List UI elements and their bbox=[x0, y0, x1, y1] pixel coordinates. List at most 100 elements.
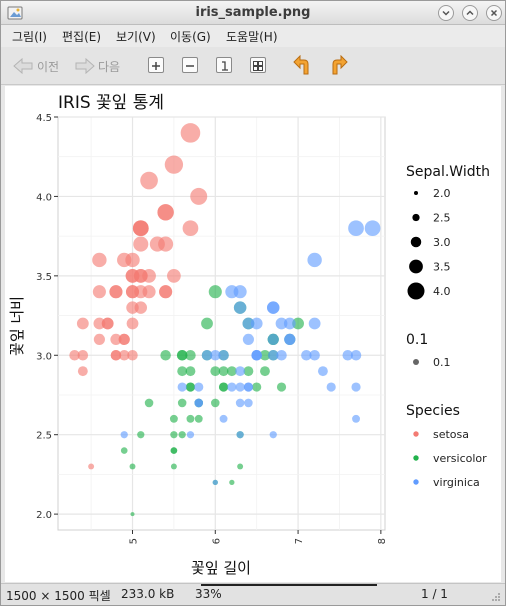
data-point-versicolor bbox=[160, 350, 171, 361]
y-tick-label: 2.0 bbox=[36, 510, 52, 521]
rotate-left-icon[interactable] bbox=[292, 55, 314, 77]
data-point-virginica bbox=[251, 350, 262, 361]
file-size: 233.0 kB bbox=[121, 587, 175, 601]
data-point-versicolor bbox=[169, 414, 178, 423]
data-point-virginica bbox=[235, 366, 246, 377]
data-point-setosa bbox=[92, 252, 107, 268]
species-legend-key-virginica bbox=[413, 479, 419, 485]
resize-grip-icon[interactable] bbox=[491, 592, 501, 602]
data-point-virginica bbox=[210, 350, 221, 361]
data-point-versicolor bbox=[252, 382, 262, 392]
minus-icon bbox=[186, 65, 194, 67]
status-divider-line bbox=[201, 584, 377, 586]
data-point-setosa bbox=[164, 155, 184, 174]
menu-image[interactable]: 그림(I) bbox=[12, 30, 47, 44]
data-point-setosa bbox=[77, 350, 89, 361]
minimize-button[interactable] bbox=[438, 5, 454, 21]
maximize-button[interactable] bbox=[462, 5, 478, 21]
chevron-down-icon bbox=[442, 10, 450, 16]
zoom-out-button[interactable] bbox=[182, 57, 198, 73]
data-point-setosa bbox=[93, 333, 105, 345]
best-fit-button[interactable] bbox=[250, 57, 266, 73]
size-legend-label: 3.0 bbox=[433, 236, 451, 249]
data-point-virginica bbox=[275, 317, 288, 330]
menu-go[interactable]: 이동(G) bbox=[170, 30, 211, 44]
data-point-versicolor bbox=[243, 366, 254, 377]
data-point-setosa bbox=[93, 317, 106, 330]
data-point-virginica bbox=[267, 333, 279, 345]
data-point-virginica bbox=[350, 350, 362, 361]
close-button[interactable] bbox=[486, 5, 502, 21]
data-point-versicolor bbox=[177, 398, 187, 408]
data-point-versicolor bbox=[144, 398, 154, 408]
data-point-virginica bbox=[235, 382, 245, 392]
menu-view[interactable]: 보기(V) bbox=[116, 30, 156, 44]
data-point-versicolor bbox=[208, 285, 222, 299]
data-point-setosa bbox=[117, 252, 132, 268]
arrow-right-icon[interactable] bbox=[73, 55, 97, 77]
data-point-virginica bbox=[235, 398, 245, 408]
menu-edit[interactable]: 편집(E) bbox=[62, 30, 102, 44]
data-point-versicolor bbox=[237, 463, 244, 470]
data-point-virginica bbox=[233, 301, 247, 314]
chevron-up-icon bbox=[466, 10, 474, 16]
data-point-versicolor bbox=[129, 463, 136, 470]
rotate-right-icon[interactable] bbox=[327, 55, 349, 77]
y-axis-label: 꽃잎 너비 bbox=[8, 296, 26, 356]
data-point-setosa bbox=[157, 204, 174, 221]
original-size-icon bbox=[222, 61, 228, 71]
alpha-legend-key bbox=[413, 359, 419, 365]
data-point-versicolor bbox=[292, 317, 304, 330]
data-point-setosa bbox=[109, 285, 123, 299]
next-button[interactable]: 다음 bbox=[98, 60, 121, 74]
plus-icon bbox=[152, 62, 160, 70]
data-point-virginica bbox=[342, 350, 353, 361]
data-point-setosa bbox=[149, 236, 165, 252]
data-point-virginica bbox=[351, 382, 361, 392]
size-legend-key bbox=[409, 259, 423, 274]
data-point-setosa bbox=[190, 187, 208, 205]
chart-title: IRIS 꽃잎 통계 bbox=[58, 93, 164, 113]
image-canvas[interactable]: 2.0 2.5 3.0 3.5 4.0 4.5 5 6 7 8 IRIS 꽃잎 통계 꽃잎 길이 … bbox=[5, 86, 501, 582]
data-point-virginica bbox=[309, 350, 320, 361]
data-point-virginica bbox=[244, 398, 253, 408]
status-bar: 1500 × 1500 픽셀 233.0 kB 33% 1 / 1 bbox=[1, 583, 505, 605]
data-point-virginica bbox=[194, 398, 204, 408]
data-point-virginica bbox=[267, 350, 279, 361]
species-legend-key-versicolor bbox=[413, 455, 419, 461]
menu-bar: 그림(I) 편집(E) 보기(V) 이동(G) 도움말(H) bbox=[1, 25, 505, 47]
species-legend-key-setosa bbox=[413, 431, 419, 437]
arrow-left-icon[interactable] bbox=[11, 55, 35, 77]
close-icon bbox=[490, 9, 498, 17]
menu-help[interactable]: 도움말(H) bbox=[226, 30, 278, 44]
data-point-versicolor bbox=[170, 463, 177, 470]
zoom-in-button[interactable] bbox=[148, 57, 164, 73]
y-tick-label: 4.0 bbox=[36, 192, 52, 203]
data-point-virginica bbox=[364, 220, 381, 237]
y-tick-label: 2.5 bbox=[36, 431, 52, 442]
toolbar: 이전 다음 bbox=[1, 47, 505, 85]
data-point-virginica bbox=[201, 350, 213, 361]
window-title: iris_sample.png bbox=[195, 5, 311, 20]
data-point-setosa bbox=[127, 350, 138, 361]
prev-button[interactable]: 이전 bbox=[37, 60, 60, 74]
data-point-versicolor bbox=[170, 431, 178, 439]
data-point-setosa bbox=[126, 301, 139, 314]
size-legend-key bbox=[414, 191, 418, 195]
data-point-virginica bbox=[219, 414, 228, 423]
data-point-versicolor bbox=[177, 366, 188, 377]
data-point-versicolor bbox=[185, 366, 196, 377]
data-point-virginica bbox=[177, 382, 187, 392]
data-point-virginica bbox=[194, 382, 204, 392]
data-point-versicolor bbox=[178, 431, 186, 439]
size-legend-label: 2.5 bbox=[433, 212, 451, 225]
title-bar[interactable]: iris_sample.png bbox=[1, 1, 505, 25]
data-point-setosa bbox=[88, 463, 95, 470]
zoom-level: 33% bbox=[195, 587, 222, 601]
data-point-virginica bbox=[225, 285, 239, 299]
size-legend-label: 3.5 bbox=[433, 261, 451, 274]
normal-size-button[interactable] bbox=[216, 57, 232, 73]
data-point-setosa bbox=[159, 285, 173, 299]
data-point-setosa bbox=[140, 171, 158, 190]
